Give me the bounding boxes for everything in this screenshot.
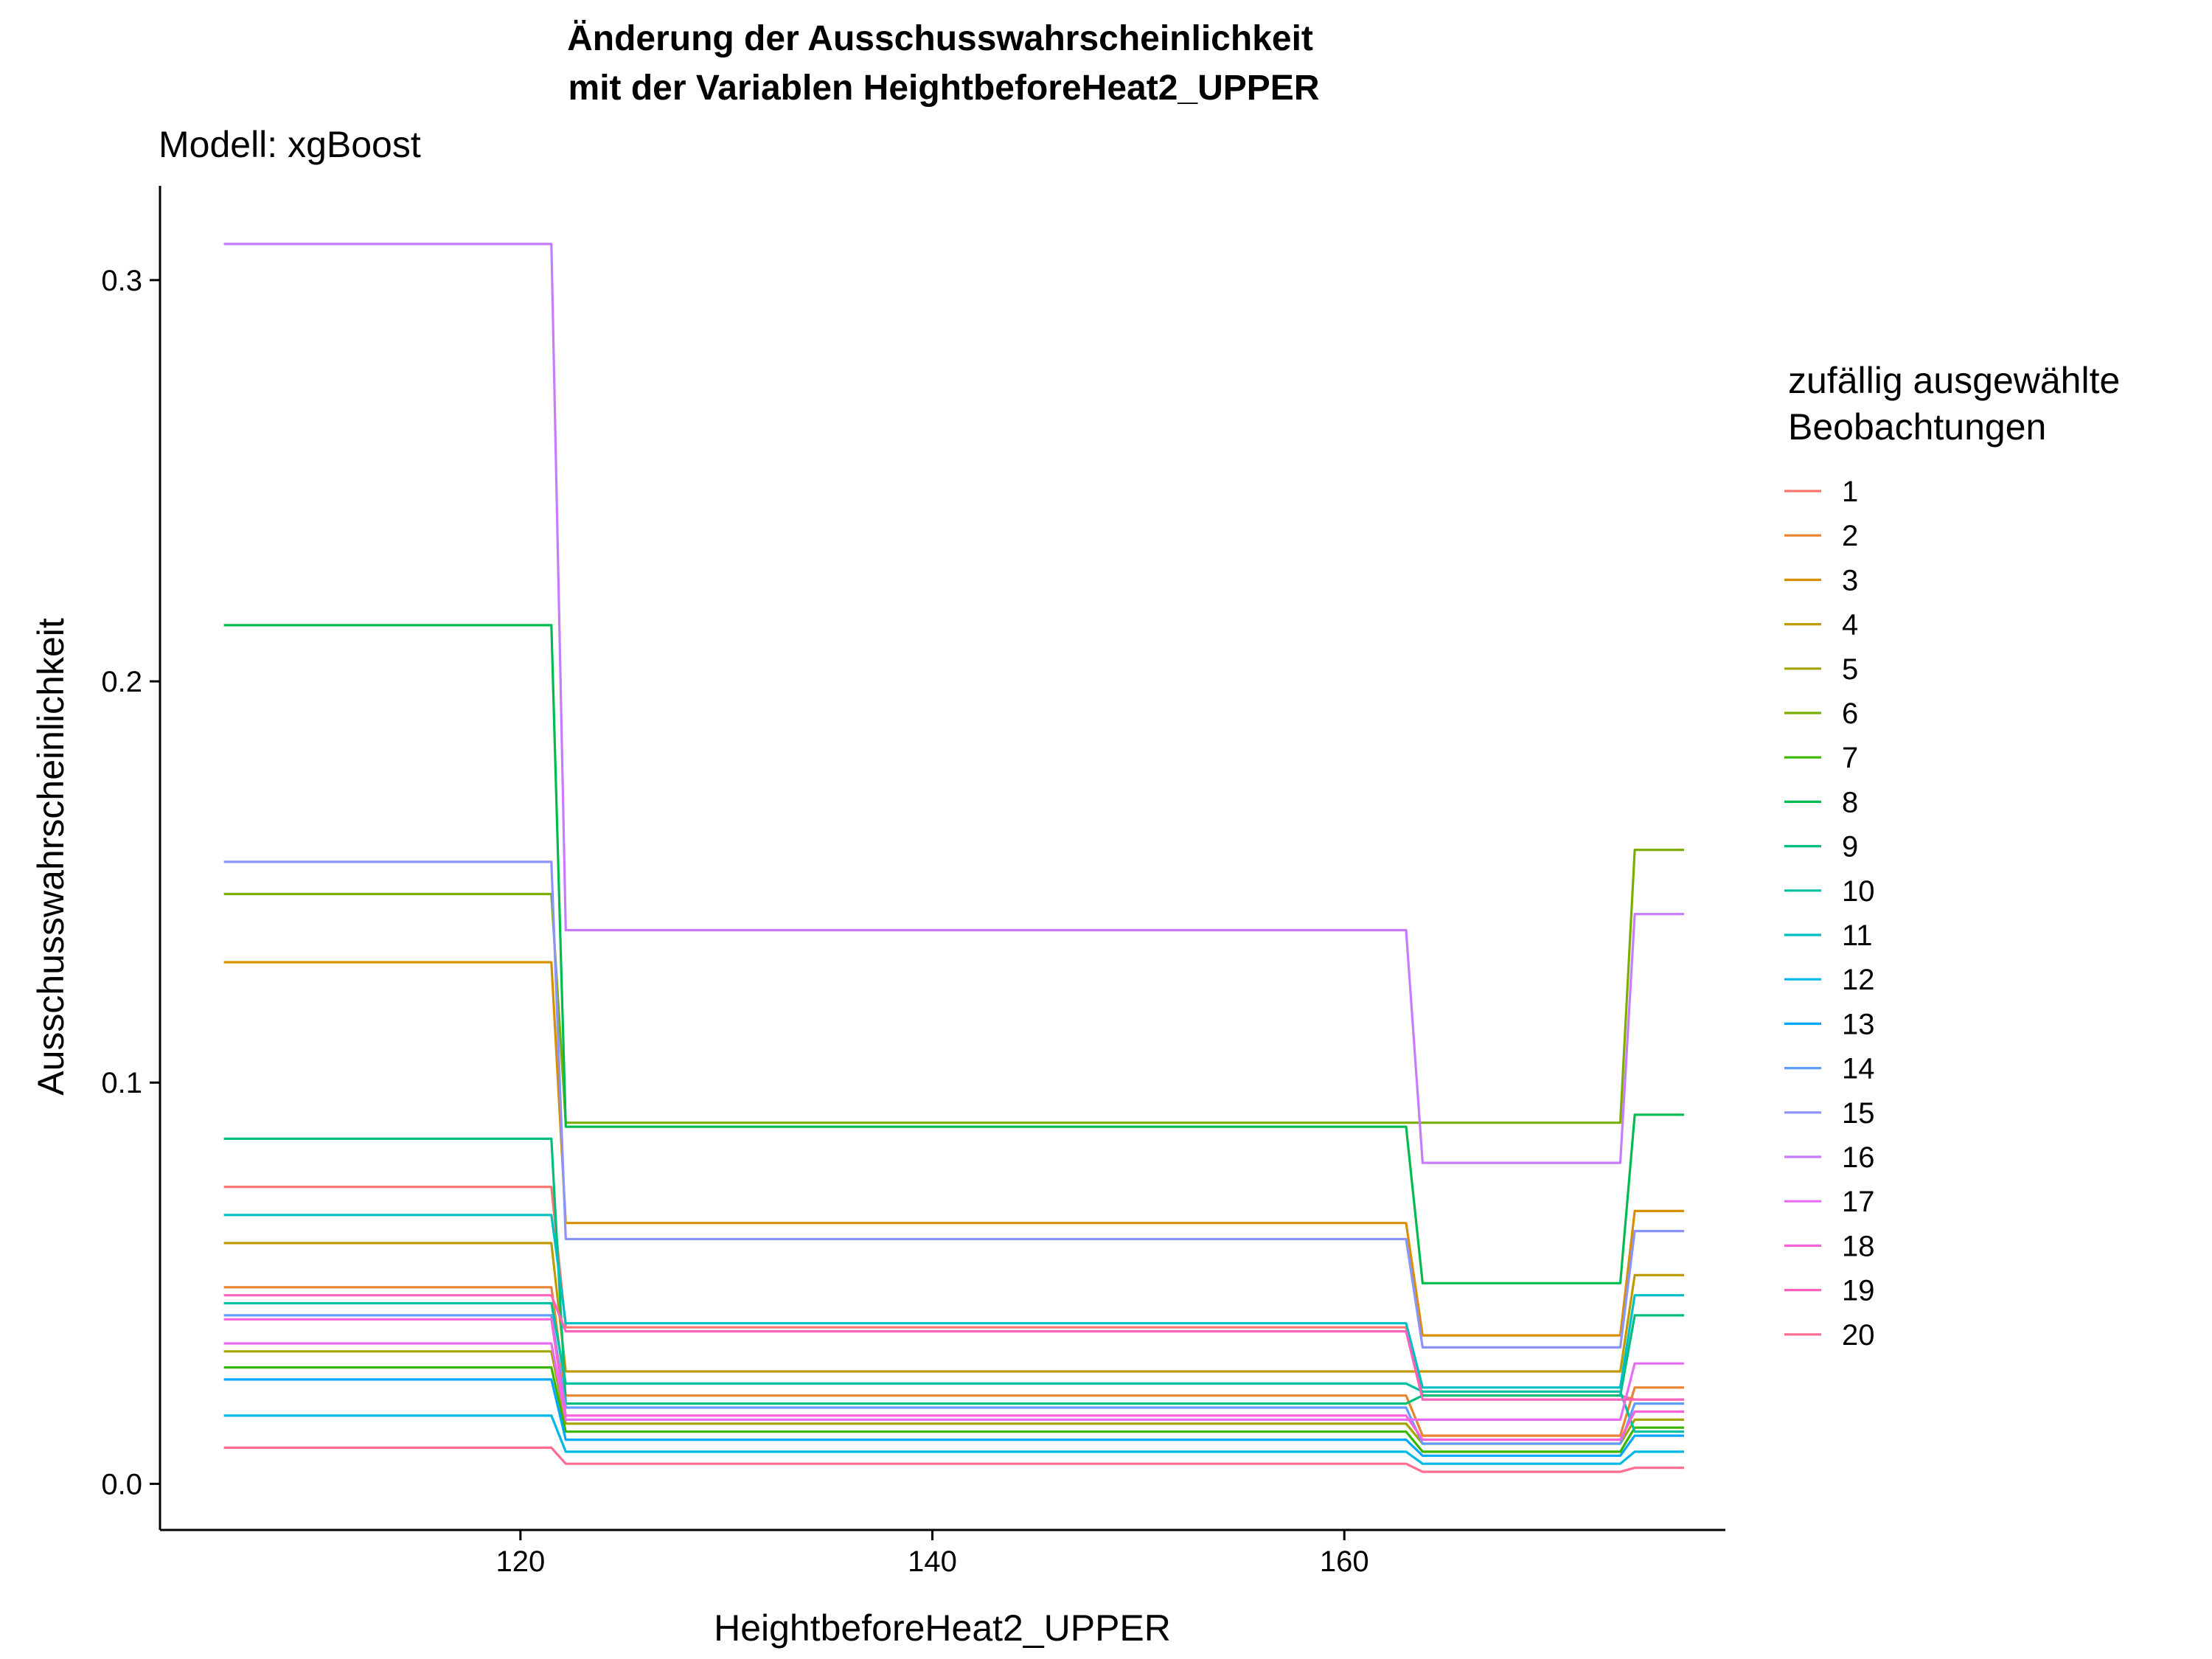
series-line-10 bbox=[223, 1301, 1685, 1433]
legend-item-19: 19 bbox=[1784, 1275, 1875, 1307]
legend-label-18: 18 bbox=[1842, 1230, 1875, 1262]
series-line-17 bbox=[223, 1342, 1685, 1422]
legend-label-4: 4 bbox=[1842, 609, 1858, 641]
series-line-12 bbox=[223, 1414, 1685, 1465]
legend-item-6: 6 bbox=[1784, 698, 1858, 730]
chart-title-line1: Änderung der Ausschusswahrscheinlichkeit bbox=[567, 19, 1313, 58]
series-line-4 bbox=[223, 1242, 1685, 1373]
legend-item-13: 13 bbox=[1784, 1008, 1875, 1040]
y-tick-label: 0.2 bbox=[101, 666, 142, 698]
y-tick-label: 0.3 bbox=[101, 265, 142, 297]
series-line-13 bbox=[223, 1378, 1685, 1457]
legend-item-12: 12 bbox=[1784, 964, 1875, 996]
x-tick-label: 120 bbox=[495, 1545, 545, 1578]
series-line-6 bbox=[223, 848, 1685, 1124]
legend-item-2: 2 bbox=[1784, 520, 1858, 552]
legend-label-5: 5 bbox=[1842, 653, 1858, 686]
legend-label-20: 20 bbox=[1842, 1319, 1875, 1352]
series-line-9 bbox=[223, 1137, 1685, 1405]
legend-label-2: 2 bbox=[1842, 520, 1858, 552]
legend-label-10: 10 bbox=[1842, 875, 1875, 908]
x-tick-label: 160 bbox=[1320, 1545, 1369, 1578]
series-line-3 bbox=[223, 961, 1685, 1337]
legend-item-10: 10 bbox=[1784, 875, 1875, 908]
legend-title-line2: Beobachtungen bbox=[1788, 406, 2046, 448]
legend-label-16: 16 bbox=[1842, 1141, 1875, 1174]
legend-label-11: 11 bbox=[1842, 919, 1873, 952]
legend-title-line1: zufällig ausgewählte bbox=[1788, 360, 2120, 401]
legend-item-8: 8 bbox=[1784, 786, 1858, 818]
series-line-20 bbox=[223, 1446, 1685, 1473]
x-tick-label: 140 bbox=[908, 1545, 957, 1578]
series-line-15 bbox=[223, 860, 1685, 1349]
legend-item-15: 15 bbox=[1784, 1097, 1875, 1130]
legend-label-15: 15 bbox=[1842, 1097, 1875, 1130]
plot-area bbox=[223, 243, 1685, 1473]
series-line-7 bbox=[223, 1366, 1685, 1453]
y-axis-ticks: 0.0 0.1 0.2 0.3 bbox=[101, 265, 160, 1500]
legend-label-13: 13 bbox=[1842, 1008, 1875, 1040]
legend-item-3: 3 bbox=[1784, 564, 1858, 597]
legend-item-1: 1 bbox=[1784, 476, 1858, 508]
legend-item-11: 11 bbox=[1784, 919, 1873, 952]
y-tick-label: 0.1 bbox=[101, 1067, 142, 1099]
legend-label-1: 1 bbox=[1842, 476, 1858, 508]
y-axis-title: Ausschusswahrscheinlichkeit bbox=[30, 618, 72, 1096]
legend-label-7: 7 bbox=[1842, 742, 1858, 774]
x-axis-title: HeightbeforeHeat2_UPPER bbox=[714, 1607, 1171, 1649]
chart-title-line2: mit der Variablen HeightbeforeHeat2_UPPE… bbox=[568, 69, 1320, 108]
legend-label-19: 19 bbox=[1842, 1275, 1875, 1307]
y-tick-label: 0.0 bbox=[101, 1468, 142, 1500]
legend-item-5: 5 bbox=[1784, 653, 1858, 686]
chart-subtitle: Modell: xgBoost bbox=[159, 124, 421, 165]
legend-item-17: 17 bbox=[1784, 1186, 1875, 1218]
x-axis-ticks: 120 140 160 bbox=[495, 1530, 1369, 1578]
series-line-18 bbox=[223, 1318, 1685, 1441]
series-line-19 bbox=[223, 1294, 1685, 1401]
legend-item-7: 7 bbox=[1784, 742, 1858, 774]
legend-label-14: 14 bbox=[1842, 1053, 1875, 1085]
legend-label-6: 6 bbox=[1842, 698, 1858, 730]
series-line-5 bbox=[223, 1350, 1685, 1445]
series-line-2 bbox=[223, 1286, 1685, 1437]
legend-item-16: 16 bbox=[1784, 1141, 1875, 1174]
legend-label-9: 9 bbox=[1842, 831, 1858, 863]
legend-label-3: 3 bbox=[1842, 564, 1858, 597]
legend-label-12: 12 bbox=[1842, 964, 1875, 996]
series-line-16 bbox=[223, 243, 1685, 1164]
legend-item-9: 9 bbox=[1784, 831, 1858, 863]
series-line-8 bbox=[223, 624, 1685, 1284]
series-line-11 bbox=[223, 1214, 1685, 1389]
legend-item-20: 20 bbox=[1784, 1319, 1875, 1352]
legend-label-17: 17 bbox=[1842, 1186, 1875, 1218]
legend-item-4: 4 bbox=[1784, 609, 1858, 641]
legend-item-18: 18 bbox=[1784, 1230, 1875, 1262]
legend-item-14: 14 bbox=[1784, 1053, 1875, 1085]
legend-label-8: 8 bbox=[1842, 786, 1858, 818]
